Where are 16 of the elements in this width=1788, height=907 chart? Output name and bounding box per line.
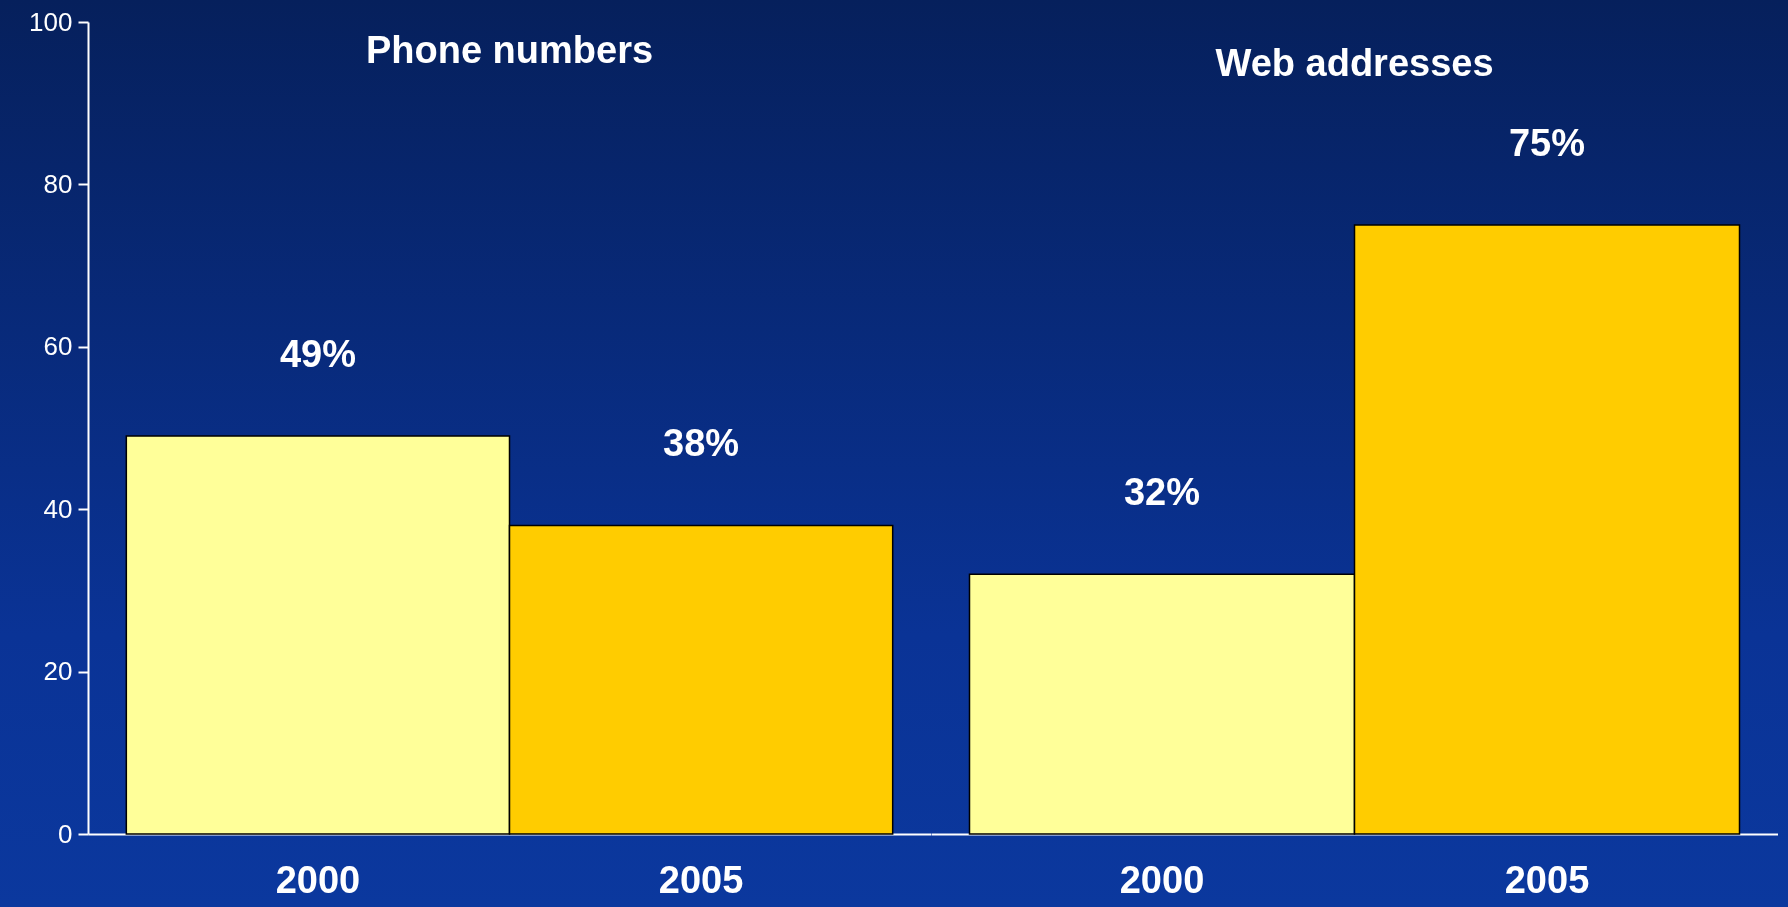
y-tick-label: 100: [29, 6, 73, 37]
x-tick-label: 2000: [1119, 858, 1205, 901]
x-tick-label: 2005: [1504, 858, 1590, 901]
x-tick-label: 2005: [658, 858, 744, 901]
y-tick-label: 80: [43, 168, 73, 199]
data-label: 49%: [279, 333, 356, 376]
chart-title: Phone numbers: [365, 29, 654, 71]
y-tick-label: 0: [58, 818, 73, 849]
data-label: 75%: [1508, 122, 1586, 164]
data-label: 38%: [663, 422, 740, 465]
y-tick-label: 60: [43, 331, 73, 362]
x-tick-label: 2000: [275, 858, 361, 901]
y-tick-label: 40: [43, 493, 73, 524]
y-tick-label: 20: [43, 656, 73, 687]
text: Web addresses: [1215, 42, 1494, 84]
data-label: 32%: [1123, 471, 1201, 514]
